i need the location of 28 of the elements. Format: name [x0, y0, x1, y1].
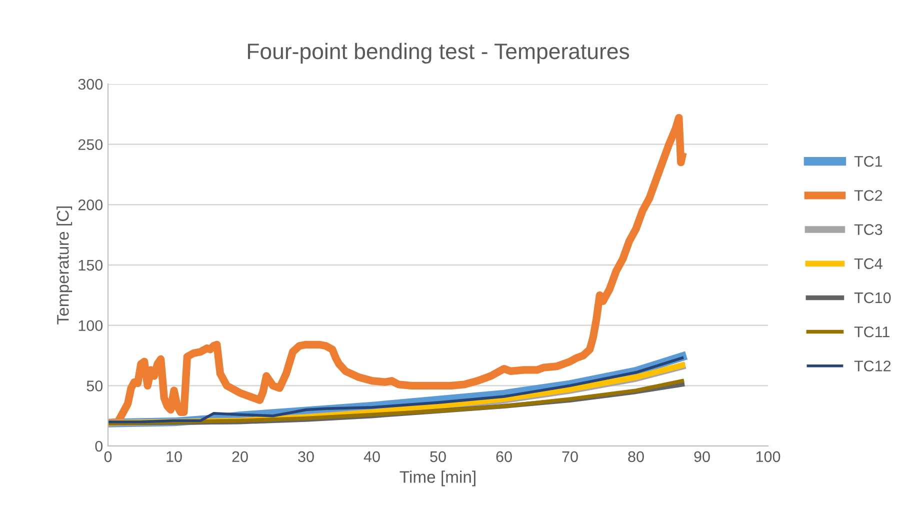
y-tick-label: 150 — [78, 260, 103, 271]
y-axis-title: Temperature [C] — [56, 206, 72, 324]
legend-label: TC11 — [854, 326, 890, 338]
x-tick-label: 70 — [562, 451, 578, 462]
x-tick-label: 30 — [298, 451, 314, 462]
x-tick-label: 60 — [496, 451, 512, 462]
x-tick-label: 20 — [232, 451, 248, 462]
chart-title: Four-point bending test - Temperatures — [248, 42, 630, 64]
legend-label: TC10 — [854, 292, 891, 304]
x-tick-label: 0 — [104, 451, 112, 462]
legend-label: TC4 — [854, 258, 882, 270]
y-tick-label: 200 — [78, 200, 103, 210]
x-tick-label: 40 — [364, 451, 380, 462]
x-tick-label: 10 — [166, 451, 182, 462]
y-tick-label: 50 — [86, 380, 103, 392]
x-tick-label: 50 — [430, 451, 446, 462]
legend-label: TC2 — [854, 190, 882, 201]
legend-label: TC12 — [854, 360, 891, 372]
y-tick-label: 300 — [78, 78, 103, 90]
legend-label: TC1 — [854, 156, 882, 167]
x-tick-label: 90 — [694, 451, 710, 462]
x-axis-title: Time [min] — [400, 470, 476, 486]
y-tick-label: 250 — [78, 139, 103, 150]
y-tick-label: 100 — [78, 320, 103, 332]
legend-label: TC3 — [854, 224, 882, 235]
y-tick-label: 0 — [95, 440, 103, 452]
x-tick-label: 80 — [628, 451, 644, 462]
x-tick-label: 100 — [756, 451, 780, 462]
